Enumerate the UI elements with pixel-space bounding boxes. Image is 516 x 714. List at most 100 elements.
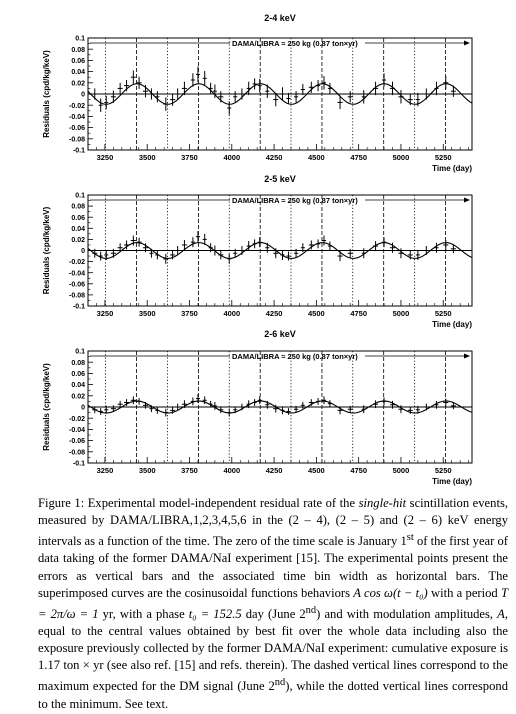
y-tick-label: 0.02 <box>71 80 85 87</box>
y-tick-label: -0.1 <box>73 461 85 468</box>
data-point <box>265 242 270 253</box>
y-tick-label: -0.1 <box>73 304 85 311</box>
y-tick-label: 0.04 <box>71 226 85 233</box>
exposure-annotation: DAMA/LIBRA ≈ 250 kg (0.87 ton×yr) <box>232 352 358 361</box>
data-point <box>407 94 413 106</box>
y-tick-label: -0.08 <box>69 449 85 456</box>
data-point <box>190 397 195 406</box>
caption-sup-2: nd <box>305 604 317 616</box>
data-point <box>373 81 379 96</box>
data-point <box>286 251 291 261</box>
data-point <box>233 91 238 103</box>
y-tick-label: 0.06 <box>71 371 85 378</box>
data-point <box>373 400 379 409</box>
x-axis-label: Time (day) <box>432 477 472 486</box>
data-point <box>423 246 429 255</box>
y-tick-label: 0.02 <box>71 393 85 400</box>
x-tick-label: 4250 <box>266 153 283 162</box>
data-point <box>98 408 103 415</box>
charts-area: 2-4 keV 0.1 0.08 0.06 0.04 0.02 0 -0.02 -0.04 -0.… <box>42 13 473 486</box>
y-tick-label: 0 <box>81 248 85 255</box>
x-tick-label: 3750 <box>181 153 198 162</box>
data-point <box>202 71 207 86</box>
data-point <box>163 253 169 264</box>
data-point <box>347 405 353 413</box>
x-tick-label: 4500 <box>308 309 325 318</box>
data-point <box>373 241 379 252</box>
y-tick-label: -0.08 <box>69 293 85 300</box>
data-point <box>163 97 169 111</box>
data-point <box>257 396 262 405</box>
data-point <box>257 237 262 248</box>
data-point <box>252 239 257 249</box>
chart-title: 2-6 keV <box>264 329 296 339</box>
y-tick-label: 0.04 <box>71 69 85 76</box>
data-point <box>124 80 130 92</box>
data-point <box>227 408 232 417</box>
data-point <box>327 82 332 94</box>
data-point <box>117 82 123 94</box>
data-point <box>415 249 420 260</box>
x-axis-label: Time (day) <box>432 320 472 329</box>
caption-formula-2: T = 2π/ω = 1 <box>38 585 508 621</box>
chart-panel-2: 2-5 keV 0.1 0.08 0.06 0.04 0.02 0 -0.02 -0.04 -0.… <box>42 174 473 329</box>
exposure-arrow-head <box>464 197 470 203</box>
data-point <box>389 242 396 253</box>
data-point <box>190 73 195 87</box>
data-point <box>110 90 116 103</box>
data-point <box>149 405 154 413</box>
y-tick-label: 0.08 <box>71 47 85 54</box>
data-point <box>155 250 160 260</box>
data-point <box>212 401 217 410</box>
y-tick-label: -0.04 <box>69 114 85 121</box>
x-tick-label: 4000 <box>223 153 240 162</box>
data-point <box>124 399 130 406</box>
y-tick-label: -0.02 <box>69 416 85 423</box>
data-point <box>136 76 142 89</box>
data-point <box>361 405 366 414</box>
y-tick-label: -0.06 <box>69 125 85 132</box>
data-point <box>434 81 439 96</box>
data-point <box>294 248 299 258</box>
data-point <box>415 405 420 414</box>
y-tick-label: 0.1 <box>75 349 85 356</box>
figure-caption: Figure 1: Experimental model-independent… <box>38 495 508 713</box>
y-tick-label: 0.04 <box>71 382 85 389</box>
data-point <box>170 93 176 106</box>
y-tick-label: 0.1 <box>75 193 85 200</box>
data-point <box>347 248 353 258</box>
y-axis-label: Residuals (cpd/kg/keV) <box>42 206 51 294</box>
data-point <box>155 91 160 103</box>
data-point <box>300 83 305 96</box>
data-point <box>280 406 285 415</box>
x-tick-label: 3500 <box>139 153 156 162</box>
cosine-fit-curve <box>87 242 473 259</box>
data-point <box>142 85 149 98</box>
data-point <box>98 98 103 112</box>
data-point <box>117 243 123 253</box>
data-point <box>308 81 314 93</box>
data-point <box>175 403 180 411</box>
caption-formula-1: A cos ω(t − t₀) <box>353 585 428 600</box>
data-point <box>434 242 439 253</box>
x-tick-label: 3250 <box>97 466 114 475</box>
chart-title: 2-5 keV <box>264 174 296 184</box>
data-point <box>130 396 136 405</box>
data-point <box>327 241 332 251</box>
y-tick-label: 0 <box>81 92 85 99</box>
data-point <box>239 88 244 100</box>
data-point <box>208 400 213 408</box>
caption-sup-3: nd <box>274 677 286 689</box>
data-point <box>347 91 353 103</box>
data-point <box>389 400 396 409</box>
data-point <box>142 243 149 253</box>
data-point <box>265 84 270 98</box>
data-point <box>149 248 154 258</box>
caption-sup-1: st <box>406 532 414 544</box>
data-point <box>227 253 232 264</box>
data-point <box>252 78 257 90</box>
data-point <box>316 239 321 249</box>
data-point <box>398 90 404 104</box>
chart-panel-1: 2-4 keV 0.1 0.08 0.06 0.04 0.02 0 -0.02 -0.04 -0.… <box>42 13 473 173</box>
data-point <box>300 401 305 409</box>
